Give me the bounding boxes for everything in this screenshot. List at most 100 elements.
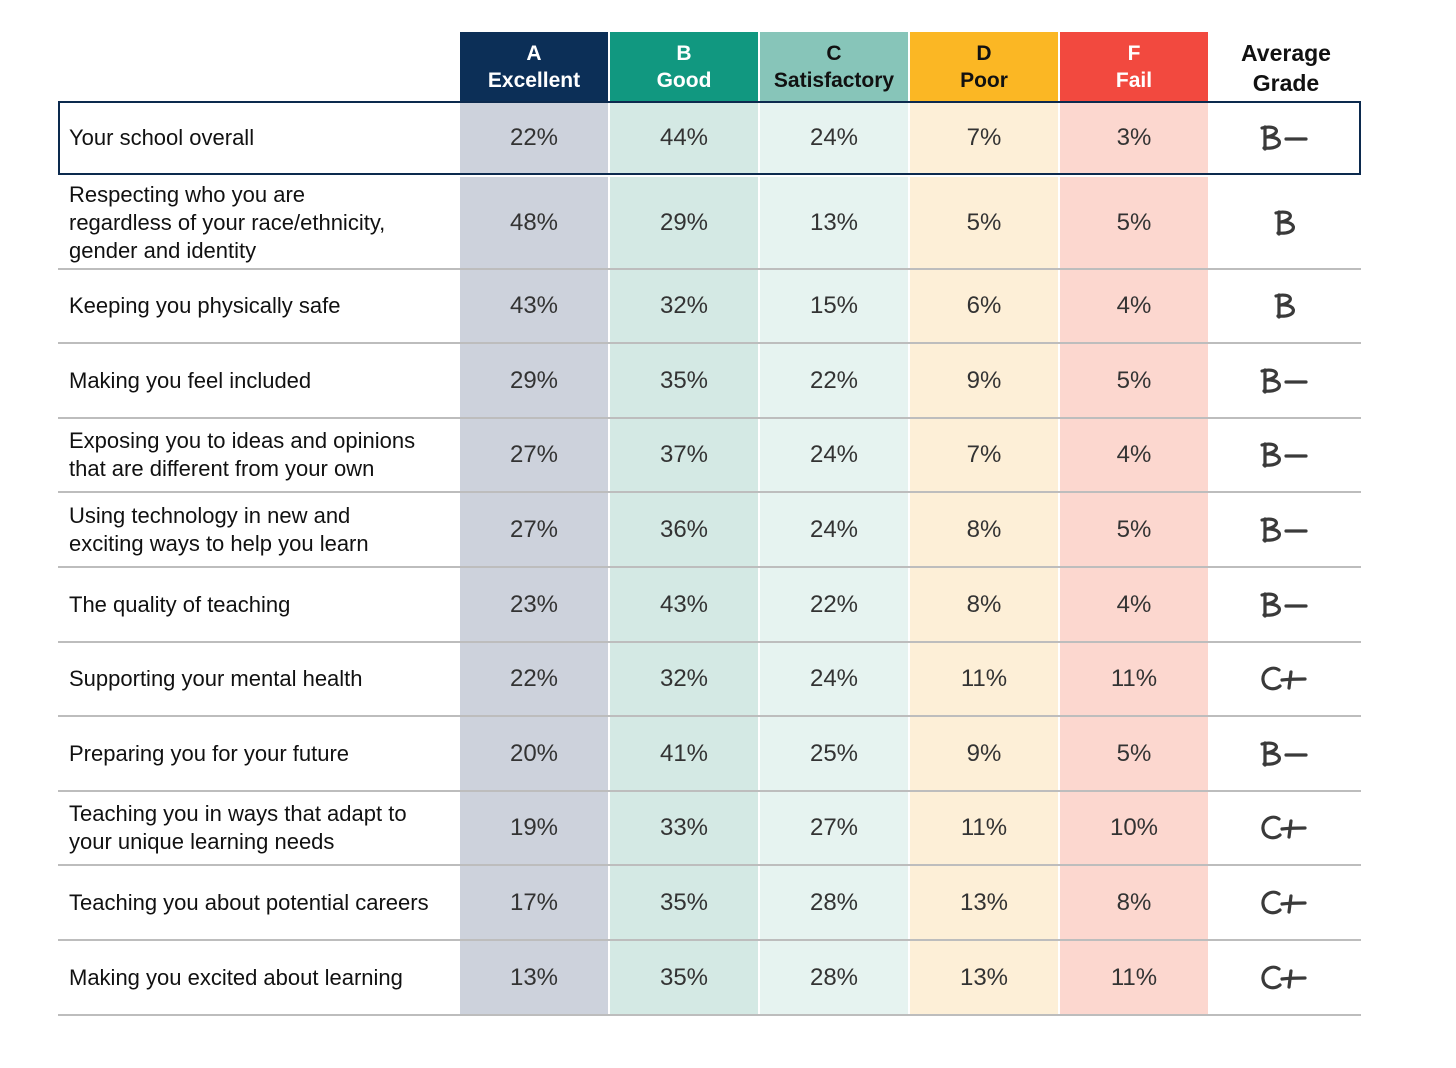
row-label-line: Making you excited about learning: [69, 964, 403, 990]
column-header-letter: F: [1127, 41, 1141, 65]
column-header-f: F Fail: [1060, 32, 1208, 101]
column-header-letter: D: [976, 41, 992, 65]
value-cell-a: 23%: [460, 568, 608, 641]
value-cell-c: 22%: [760, 344, 908, 417]
value-cell-c: 28%: [760, 941, 908, 1014]
row-divider: [58, 491, 1361, 493]
grade-letter-b-bowls: [1260, 592, 1281, 617]
row-label: Making you excited about learning: [69, 941, 454, 1014]
row-label: Teaching you about potential careers: [69, 866, 454, 939]
table-row: Respecting who you are regardless of your…: [58, 177, 1361, 268]
column-header-word: Fail: [1115, 68, 1153, 92]
value-cell-a: 48%: [460, 177, 608, 268]
value-cell-c: 24%: [760, 101, 908, 175]
table-row: Exposing you to ideas and opinions that a…: [58, 419, 1361, 491]
average-grade: [1212, 941, 1360, 1014]
average-grade: [1212, 643, 1360, 715]
value-cell-a: 13%: [460, 941, 608, 1014]
row-divider: [58, 1014, 1361, 1016]
value-cell-d: 9%: [910, 344, 1058, 417]
row-label-text: Preparing you for your future: [69, 740, 349, 768]
value-cell-c: 25%: [760, 717, 908, 790]
grade-letter-b-bowls: [1260, 741, 1281, 766]
grade-mark: [1260, 516, 1308, 543]
row-label: Your school overall: [69, 101, 454, 175]
row-divider: [58, 566, 1361, 568]
row-label-line: Supporting your mental health: [69, 666, 363, 691]
row-label-line: regardless of your race/ethnicity,: [69, 209, 386, 235]
average-grade: [1212, 270, 1360, 342]
row-label-text: Keeping you physically safe: [69, 292, 341, 320]
row-label-text: Teaching you about potential careers: [69, 889, 429, 917]
average-grade-header: Average Grade: [1212, 36, 1360, 100]
value-cell-b: 36%: [610, 493, 758, 566]
column-header-letter: B: [676, 41, 692, 65]
grade-mark: [1261, 666, 1307, 691]
row-label-line: Teaching you about potential careers: [69, 889, 429, 915]
average-grade: [1212, 568, 1360, 641]
row-label-text: Teaching you in ways that adapt to your u…: [69, 800, 407, 856]
row-label: Making you feel included: [69, 344, 454, 417]
average-grade: [1212, 101, 1360, 175]
column-header-b: B Good: [610, 32, 758, 101]
row-label-line: Using technology in new and: [69, 502, 351, 528]
value-cell-f: 5%: [1060, 717, 1208, 790]
value-cell-b: 35%: [610, 941, 758, 1014]
grade-mark: [1260, 367, 1308, 394]
grade-mark: [1261, 965, 1307, 989]
grade-letter-b-bowls: [1260, 125, 1281, 150]
value-cell-f: 5%: [1060, 493, 1208, 566]
value-cell-c: 24%: [760, 493, 908, 566]
average-grade: [1212, 792, 1360, 864]
row-label-line: Your school overall: [69, 125, 255, 150]
grade-plus-vertical: [1287, 819, 1293, 839]
value-cell-c: 28%: [760, 866, 908, 939]
row-label-line: exciting ways to help you learn: [69, 530, 369, 556]
value-cell-a: 27%: [460, 419, 608, 491]
grade-plus-vertical: [1287, 670, 1293, 690]
table-row: The quality of teaching 23% 43% 22% 8% 4%: [58, 568, 1361, 641]
row-label: The quality of teaching: [69, 568, 454, 641]
row-divider: [58, 939, 1361, 941]
average-grade: [1212, 177, 1360, 268]
value-cell-f: 11%: [1060, 941, 1208, 1014]
value-cell-a: 43%: [460, 270, 608, 342]
row-label-line: Exposing you to ideas and opinions: [69, 428, 416, 453]
average-grade: [1212, 493, 1360, 566]
row-label-line: The quality of teaching: [69, 591, 291, 617]
row-label-line: Keeping you physically safe: [69, 293, 341, 318]
average-grade-header-line: Average: [1241, 40, 1331, 66]
grade-mark: [1260, 740, 1308, 767]
row-label: Keeping you physically safe: [69, 270, 454, 342]
grade-mark: [1260, 591, 1308, 618]
row-label: Supporting your mental health: [69, 643, 454, 715]
row-label-line: Preparing you for your future: [69, 740, 350, 766]
row-label: Preparing you for your future: [69, 717, 454, 790]
grade-letter-b-bowls: [1260, 368, 1281, 393]
value-cell-b: 44%: [610, 101, 758, 175]
grade-letter-c: [1261, 815, 1282, 840]
grade-plus-vertical: [1287, 893, 1293, 914]
row-label: Using technology in new and exciting ways…: [69, 493, 454, 566]
row-label-text: Using technology in new and exciting ways…: [69, 502, 369, 558]
value-cell-d: 6%: [910, 270, 1058, 342]
value-cell-c: 22%: [760, 568, 908, 641]
value-cell-a: 19%: [460, 792, 608, 864]
table-row: Preparing you for your future 20% 41% 25% 9%…: [58, 717, 1361, 790]
value-cell-b: 33%: [610, 792, 758, 864]
grade-mark: [1274, 293, 1295, 319]
value-cell-d: 8%: [910, 493, 1058, 566]
grade-mark: [1261, 815, 1307, 840]
row-label: Teaching you in ways that adapt to your u…: [69, 792, 454, 864]
table-row: Making you feel included 29% 35% 22% 9% 5%: [58, 344, 1361, 417]
row-label-text: Making you feel included: [69, 367, 311, 395]
value-cell-d: 11%: [910, 792, 1058, 864]
value-cell-a: 29%: [460, 344, 608, 417]
value-cell-d: 5%: [910, 177, 1058, 268]
column-header-letter: A: [526, 41, 542, 65]
row-label-text: Exposing you to ideas and opinions that a…: [69, 427, 415, 483]
value-cell-d: 9%: [910, 717, 1058, 790]
average-grade: [1212, 419, 1360, 491]
row-divider: [58, 864, 1361, 866]
